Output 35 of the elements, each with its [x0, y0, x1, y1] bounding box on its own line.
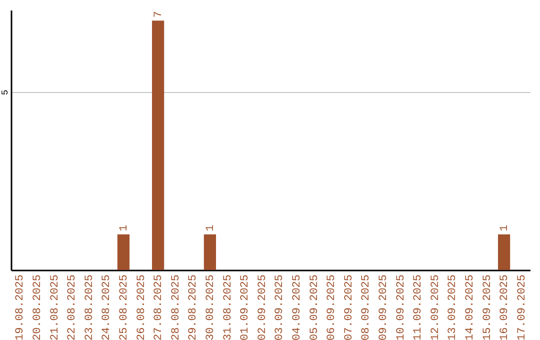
x-tick-label: 15.09.2025	[482, 274, 494, 340]
x-tick-label: 06.09.2025	[326, 274, 338, 340]
x-tick-label: 13.09.2025	[447, 274, 460, 340]
x-tick-label: 26.08.2025	[136, 274, 148, 340]
x-tick-label: 27.08.2025	[153, 274, 166, 340]
x-tick-label: 23.08.2025	[84, 274, 96, 340]
x-tick-label: 31.08.2025	[222, 274, 234, 340]
x-tick-label: 20.08.2025	[32, 274, 44, 340]
data-label: 7	[153, 11, 166, 18]
x-tick-label: 11.09.2025	[412, 274, 425, 340]
x-tick-label: 21.08.2025	[49, 274, 62, 340]
x-tick-label: 30.08.2025	[204, 274, 217, 340]
x-tick-label: 09.09.2025	[378, 274, 390, 340]
x-tick-label: 24.08.2025	[101, 274, 114, 340]
x-tick-label: 05.09.2025	[308, 274, 321, 340]
x-tick-label: 08.09.2025	[360, 274, 373, 340]
x-tick-label: 12.09.2025	[430, 274, 442, 340]
x-tick-label: 03.09.2025	[274, 274, 286, 340]
y-tick-label: 5	[0, 90, 10, 96]
x-tick-label: 04.09.2025	[291, 274, 304, 340]
x-tick-label: 29.08.2025	[188, 274, 200, 340]
x-tick-label: 01.09.2025	[240, 274, 252, 340]
x-tick-label: 02.09.2025	[256, 274, 269, 340]
x-tick-label: 07.09.2025	[343, 274, 356, 340]
data-label: 1	[118, 224, 130, 232]
x-tick-label: 16.09.2025	[499, 274, 512, 340]
data-label: 1	[204, 224, 217, 232]
x-tick-label: 14.09.2025	[464, 274, 476, 340]
x-tick-label: 19.08.2025	[14, 274, 27, 340]
x-tick-label: 10.09.2025	[395, 274, 408, 340]
x-tick-label: 28.08.2025	[170, 274, 182, 340]
x-tick-label: 25.08.2025	[118, 274, 130, 340]
x-tick-label: 17.09.2025	[516, 274, 528, 340]
data-label: 1	[499, 224, 512, 232]
x-tick-label: 22.08.2025	[66, 274, 79, 340]
